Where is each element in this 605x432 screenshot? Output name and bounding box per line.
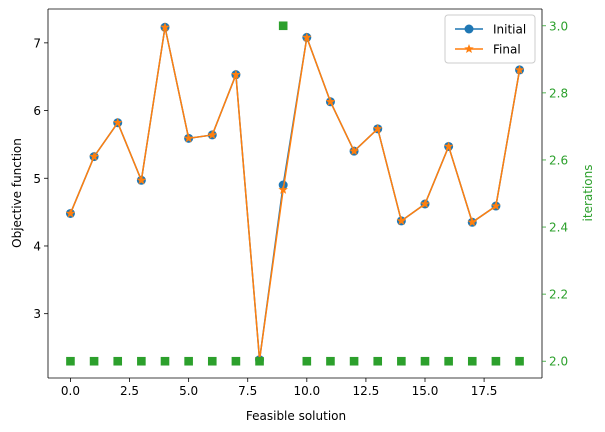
y-tick-label: 6: [33, 104, 41, 118]
point-iterations-11: [326, 356, 335, 366]
point-iterations-14: [397, 356, 406, 366]
point-final-5: [183, 133, 194, 143]
y2-tick-label: 2.0: [549, 355, 568, 369]
point-iterations-4: [160, 356, 170, 366]
point-final-0: [65, 208, 76, 218]
x-tick-label: 5.0: [179, 384, 198, 398]
point-iterations-18: [491, 356, 501, 366]
series-line-initial: [69, 27, 521, 360]
y2-tick-label: 2.8: [549, 86, 568, 100]
point-iterations-16: [444, 356, 453, 366]
x-tick-label: 7.5: [238, 384, 257, 398]
point-iterations-19: [515, 356, 524, 366]
point-final-17: [467, 217, 478, 227]
point-iterations-12: [349, 356, 359, 366]
y2-tick-label: 2.4: [549, 221, 568, 235]
point-iterations-9: [278, 21, 288, 31]
point-final-10: [302, 32, 312, 42]
x-axis-label: Feasible solution: [246, 409, 346, 423]
point-final-16: [443, 141, 454, 151]
y-tick-label: 5: [33, 172, 41, 186]
point-final-12: [349, 146, 359, 156]
x-tick-label: 17.5: [471, 384, 498, 398]
point-final-2: [112, 117, 123, 127]
y-tick-label: 7: [33, 36, 41, 50]
point-final-3: [136, 175, 147, 185]
point-final-15: [420, 198, 430, 209]
point-final-13: [372, 123, 383, 133]
y2-tick-label: 2.6: [549, 153, 568, 167]
legend-marker-final: [464, 44, 474, 54]
series-line-final: [69, 27, 521, 360]
y-tick-label: 4: [33, 239, 41, 253]
point-final-19: [514, 64, 525, 74]
point-final-1: [89, 151, 99, 161]
point-iterations-2: [113, 356, 123, 366]
legend-label-final: Final: [493, 43, 521, 57]
point-iterations-3: [137, 356, 146, 366]
point-iterations-15: [420, 356, 430, 366]
y-axis-label: Objective function: [10, 138, 24, 248]
axes: 0.0 2.5 5.0 7.5 10.0 12.5 15.0 17.5 3 4 5 6 7 2.0 2.2 2…: [33, 8, 568, 398]
x-tick-label: 12.5: [353, 384, 380, 398]
point-iterations-13: [373, 356, 383, 366]
x-tick-label: 10.0: [293, 384, 320, 398]
point-final-11: [325, 96, 336, 106]
point-iterations-1: [89, 356, 99, 366]
point-iterations-8: [255, 356, 264, 366]
point-final-4: [160, 22, 170, 32]
y2-tick-label: 2.2: [549, 288, 568, 302]
point-iterations-17: [467, 356, 477, 366]
legend-label-initial: Initial: [493, 23, 526, 37]
point-iterations-0: [66, 356, 75, 366]
legend: Initial Final: [444, 14, 536, 64]
point-final-9: [278, 184, 288, 194]
legend-marker-initial: [464, 24, 474, 34]
point-iterations-5: [184, 356, 193, 366]
x-tick-label: 0.0: [61, 384, 80, 398]
point-iterations-7: [231, 356, 241, 366]
plot-marks: [65, 21, 525, 366]
point-iterations-10: [302, 356, 312, 366]
y-tick-label: 3: [33, 307, 41, 321]
point-final-18: [491, 201, 501, 211]
point-iterations-6: [207, 356, 217, 366]
x-tick-label: 15.0: [412, 384, 439, 398]
point-final-14: [396, 215, 407, 225]
y2-tick-label: 3.0: [549, 19, 568, 33]
point-final-7: [231, 69, 241, 79]
x-tick-label: 2.5: [120, 384, 139, 398]
point-final-6: [207, 129, 218, 139]
y2-axis-label: iterations: [581, 165, 595, 222]
